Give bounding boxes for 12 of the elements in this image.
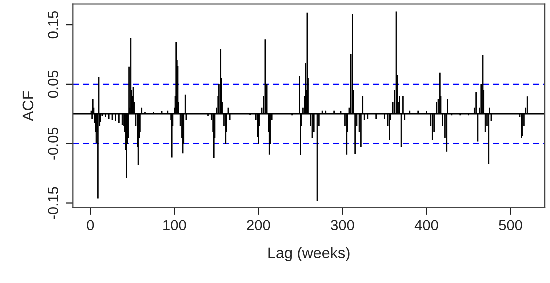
y-tick-label: -0.05 — [48, 128, 58, 160]
x-tick-label: 0 — [87, 220, 94, 231]
x-axis-title: Lag (weeks) — [268, 247, 350, 262]
y-tick-label: 0.15 — [48, 11, 58, 39]
y-tick-label: -0.15 — [48, 187, 58, 220]
x-tick-label: 200 — [247, 220, 270, 231]
x-tick-label: 400 — [414, 220, 438, 231]
y-axis-title: ACF — [22, 91, 34, 122]
x-tick-label: 500 — [499, 220, 522, 231]
y-tick-label: 0.05 — [48, 70, 58, 98]
x-tick-label: 100 — [164, 220, 186, 231]
x-tick-label: 300 — [331, 220, 354, 231]
